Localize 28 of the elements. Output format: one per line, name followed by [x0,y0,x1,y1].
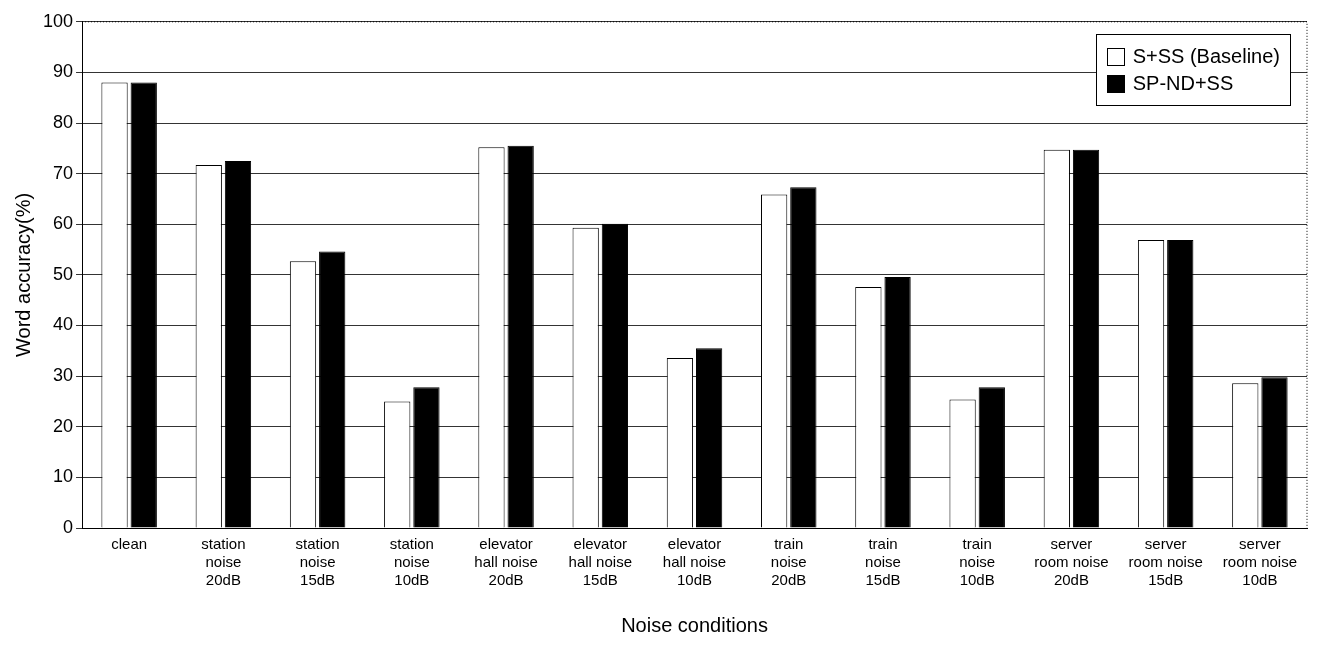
y-tick-label: 10 [53,466,74,487]
y-tick-label: 70 [53,162,74,183]
x-tick-label: station noise 15dB [295,535,340,589]
x-tick-label: train noise 20dB [770,535,807,589]
legend-label: S+SS (Baseline) [1132,45,1280,68]
x-tick-label: clean [111,535,148,553]
x-tick-label: station noise 10dB [389,535,434,589]
y-tick-label: 30 [53,365,74,386]
y-tick-label: 40 [53,314,74,335]
y-tick-label: 100 [42,10,74,31]
x-tick-label: train noise 10dB [959,535,996,589]
y-tick-label: 60 [53,213,74,234]
y-tick-label: 90 [53,61,74,82]
y-tick-label: 0 [63,516,74,537]
x-tick-label: elevator hall noise 10dB [662,535,727,589]
y-tick-label: 80 [53,112,74,133]
x-axis-title: Noise conditions [621,613,768,636]
y-tick-label: 20 [53,415,74,436]
x-tick-label: server room noise 10dB [1222,535,1297,589]
legend-label: SP-ND+SS [1132,72,1234,95]
x-tick-label: server room noise 20dB [1034,535,1109,589]
x-tick-label: station noise 20dB [201,535,246,589]
x-tick-label: train noise 15dB [865,535,901,589]
y-tick-label: 50 [53,263,74,284]
x-tick-label: server room noise 15dB [1128,535,1203,589]
x-tick-label: elevator hall noise 15dB [568,535,632,589]
x-tick-label: elevator hall noise 20dB [474,535,538,589]
y-axis-title: Word accuracy(%) [11,192,34,357]
